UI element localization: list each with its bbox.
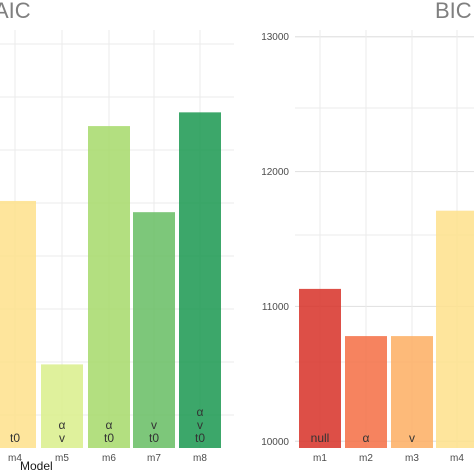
aic-bar-label: v [197, 418, 203, 432]
aic-bar-label: t0 [195, 431, 205, 445]
aic-bar-label: α [197, 405, 204, 419]
aic-bar-label: t0 [104, 431, 114, 445]
aic-bar-label: α [59, 418, 66, 432]
aic-bar-m8 [179, 112, 221, 449]
aic-x-axis-title: Model [20, 459, 53, 473]
bic-bar-label: null [311, 431, 330, 445]
bic-y-tick-label: 13000 [261, 32, 289, 43]
aic-bar-label: v [59, 431, 65, 445]
bic-panel: BIC null m1 α m2 v m3 m4 10000 11000 12000 13000 [261, 0, 474, 464]
bic-panel-title: BIC [435, 0, 472, 23]
bic-bar-label: v [409, 431, 415, 445]
bic-bar-m3 [391, 336, 433, 448]
aic-bar-m6 [88, 126, 130, 449]
aic-bar-label: v [151, 418, 157, 432]
aic-x-tick-label: m5 [55, 453, 69, 464]
bic-bar-m4 [436, 210, 474, 448]
aic-x-tick-label: m7 [147, 453, 161, 464]
bic-x-tick-label: m2 [359, 453, 373, 464]
bic-bar-m2 [345, 336, 387, 448]
aic-x-tick-label: m4 [8, 453, 22, 464]
aic-bar-label: t0 [10, 431, 20, 445]
bic-x-tick-label: m3 [405, 453, 419, 464]
aic-bar-m4 [0, 200, 36, 448]
bic-y-tick-label: 11000 [262, 302, 290, 313]
bic-y-tick-label: 10000 [261, 437, 289, 448]
aic-panel-title: AIC [0, 0, 31, 23]
bic-bar-label: α [363, 431, 370, 445]
aic-bar-m5 [41, 364, 83, 448]
bic-y-tick-label: 12000 [261, 167, 289, 178]
aic-bar-label: α [106, 418, 113, 432]
aic-x-tick-label: m8 [193, 453, 207, 464]
bic-bar-m1 [299, 288, 341, 448]
aic-bar-label: t0 [149, 431, 159, 445]
aic-bar-m7 [133, 212, 175, 448]
bic-x-tick-label: m1 [313, 453, 327, 464]
bic-x-tick-label: m4 [450, 453, 464, 464]
aic-x-tick-label: m6 [102, 453, 116, 464]
